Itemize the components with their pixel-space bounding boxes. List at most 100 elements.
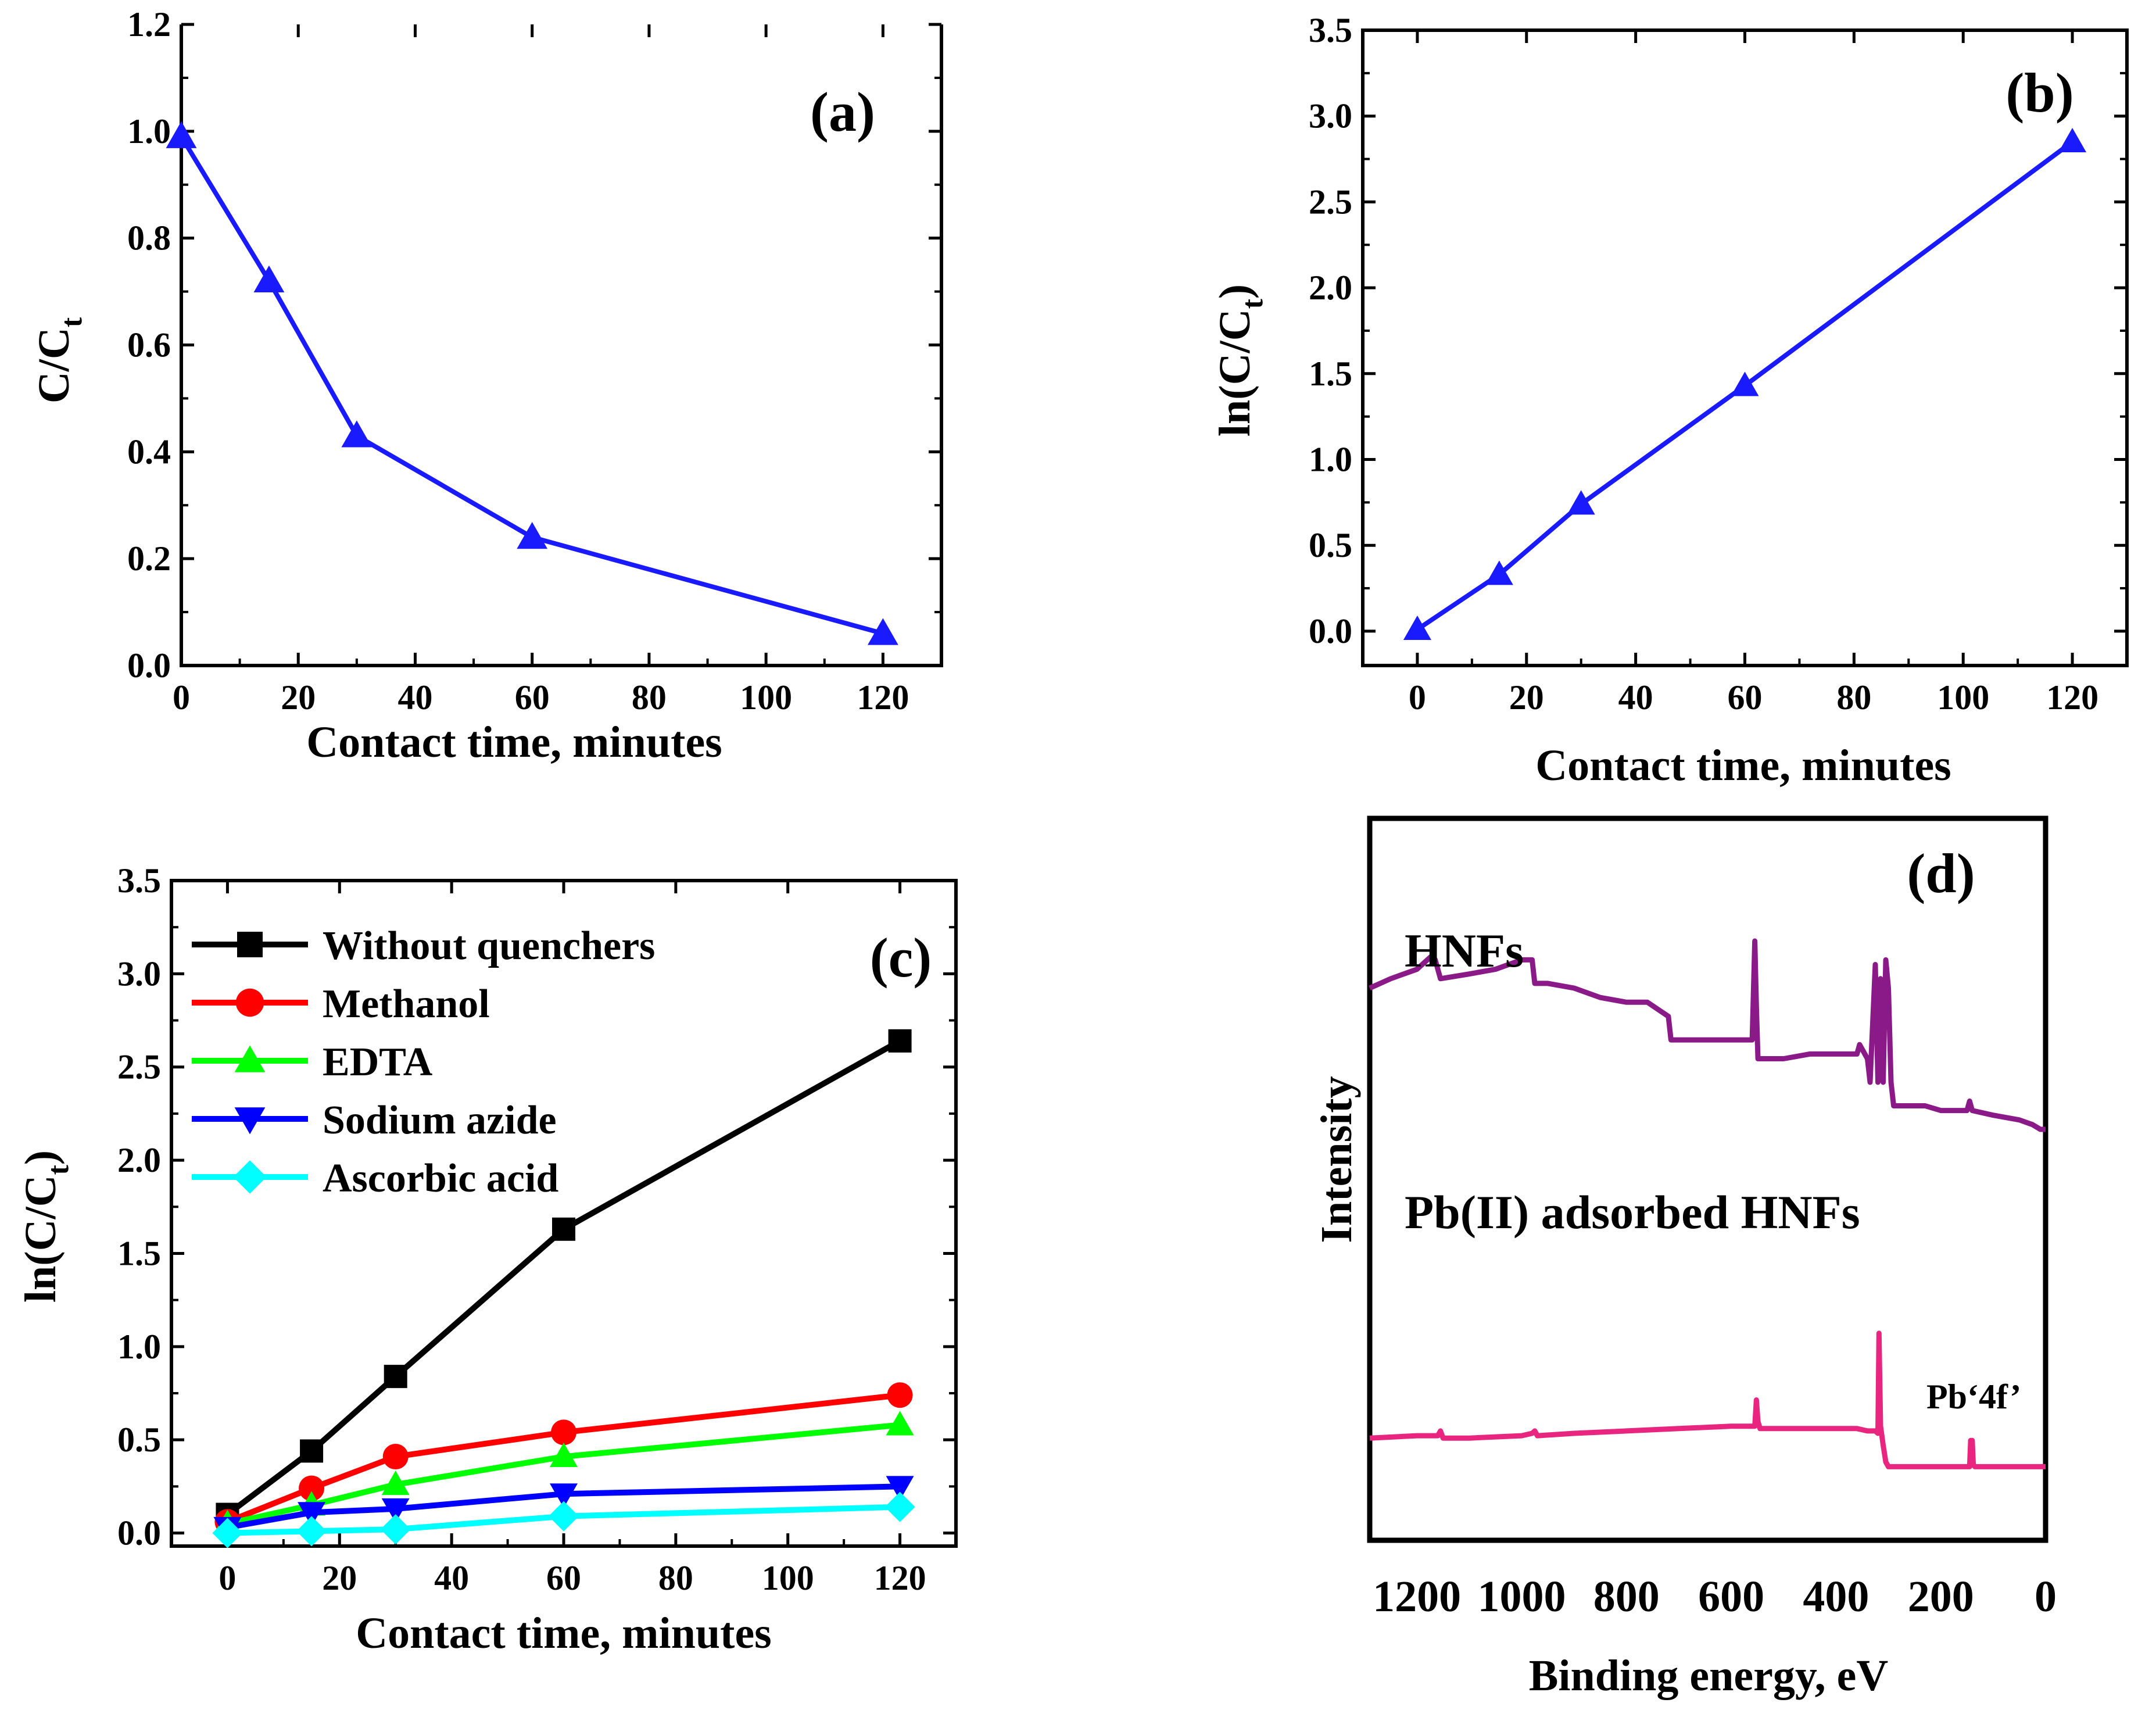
- legend-marker: [233, 1160, 267, 1194]
- x-axis-title: Binding energy, eV: [1529, 1651, 1889, 1700]
- y-axis-title: ln(C/Ct): [1210, 284, 1269, 437]
- legend-label: Methanol: [323, 982, 490, 1026]
- y-tick-label: 1.2: [127, 5, 171, 44]
- data-point: [299, 1475, 325, 1501]
- y-axis-title-main: ln(C/C: [16, 1175, 65, 1303]
- spectrum-line-1: [1369, 1330, 2046, 1469]
- legend-marker: [234, 1045, 266, 1072]
- legend-label: Without quenchers: [323, 924, 655, 968]
- x-tick-label: 600: [1698, 1572, 1764, 1621]
- y-tick-label: 2.0: [117, 1141, 161, 1179]
- y-tick-label: 0.4: [127, 432, 171, 471]
- x-tick-label: 0: [173, 678, 190, 717]
- y-axis-title: ln(C/Ct): [16, 1150, 75, 1303]
- panel-a: 0 20 40 60 80 100 120 0.0 0.2 0.4 0.6 0.8 1.0 1.2 Cont…: [30, 5, 943, 767]
- x-tick-label: 100: [1937, 678, 1989, 717]
- x-tick-label: 120: [2046, 678, 2098, 717]
- x-tick-label: 100: [740, 678, 792, 717]
- x-tick-label: 40: [397, 678, 432, 717]
- y-tick-label: 1.5: [1309, 355, 1352, 393]
- data-point: [1731, 371, 1759, 396]
- data-point: [300, 1439, 324, 1463]
- y-axis-title-subscript: t: [42, 1165, 75, 1175]
- data-point: [867, 618, 898, 645]
- y-axis-title-main: C/C: [30, 327, 78, 403]
- data-point: [517, 522, 548, 549]
- data-point: [884, 1491, 915, 1522]
- panel-label: (b): [2005, 62, 2073, 124]
- x-tick-label: 60: [546, 1559, 581, 1597]
- data-point: [381, 1498, 410, 1523]
- x-axis-title: Contact time, minutes: [306, 718, 722, 767]
- data-point: [1485, 560, 1513, 585]
- x-tick-label: 800: [1593, 1572, 1660, 1621]
- y-tick-label: 3.5: [117, 861, 161, 900]
- data-point: [1567, 490, 1595, 515]
- data-point: [298, 1502, 326, 1527]
- y-axis-title-subscript: t: [55, 317, 88, 327]
- data-point: [212, 1518, 243, 1548]
- x-tick-label: 40: [434, 1559, 469, 1597]
- spectrum-label-hnfs: HNFs: [1405, 924, 1524, 977]
- data-point: [384, 1365, 407, 1389]
- data-point: [552, 1217, 575, 1241]
- x-tick-label: 1200: [1373, 1572, 1461, 1621]
- x-tick-label: 80: [1836, 678, 1871, 717]
- panel-c: 0 20 40 60 80 100 120 0.0 0.5 1.0 1.5 2.0 2.5 3.0 3.5 C…: [16, 861, 958, 1658]
- legend-marker: [235, 988, 264, 1017]
- y-axis-title-subscript: t: [1236, 299, 1269, 309]
- panel-b: 0 20 40 60 80 100 120 0.0 0.5 1.0 1.5 2.0 2.5 3.0 3.5 C…: [1210, 11, 2129, 790]
- data-point: [2058, 128, 2087, 153]
- y-tick-label: 1.5: [117, 1234, 161, 1272]
- y-axis-title-main: ln(C/C: [1210, 309, 1259, 437]
- x-tick-label: 80: [632, 678, 667, 717]
- y-tick-label: 0.6: [127, 326, 171, 364]
- y-tick-label: 2.5: [117, 1048, 161, 1086]
- x-axis-title: Contact time, minutes: [1535, 741, 1951, 790]
- x-tick-label: 80: [658, 1559, 693, 1597]
- data-point: [253, 265, 285, 292]
- y-tick-label: 0.2: [127, 539, 171, 578]
- legend-marker: [234, 1107, 266, 1135]
- data-point: [549, 1501, 579, 1532]
- y-tick-label: 0.0: [117, 1514, 161, 1552]
- data-point: [341, 420, 373, 448]
- x-tick-label: 120: [874, 1559, 926, 1597]
- data-point: [382, 1444, 409, 1470]
- data-point: [551, 1419, 576, 1446]
- data-point: [550, 1483, 578, 1508]
- x-tick-label: 200: [1908, 1572, 1974, 1621]
- data-point: [381, 1471, 410, 1496]
- peak-label-pb4f: Pb‘4f’: [1926, 1378, 2021, 1416]
- spectrum-line-0: [1369, 938, 2046, 1132]
- y-tick-label: 1.0: [1309, 441, 1352, 479]
- legend-label: Ascorbic acid: [323, 1156, 558, 1201]
- y-tick-label: 3.5: [1309, 11, 1352, 49]
- panel-d: 1200 1000 800 600 400 200 0 HNFs Pb(II) adsorbed…: [1312, 815, 2057, 1700]
- legend-label: Sodium azide: [323, 1098, 557, 1143]
- data-point: [888, 1029, 912, 1053]
- data-point: [1403, 615, 1431, 640]
- data-point: [886, 1411, 914, 1436]
- legend-label: EDTA: [323, 1040, 433, 1085]
- y-axis-title: C/Ct: [30, 317, 88, 403]
- x-tick-label: 0: [1409, 678, 1426, 717]
- y-axis-title-tail: ): [16, 1150, 65, 1165]
- x-tick-label: 40: [1618, 678, 1653, 717]
- x-tick-label: 100: [762, 1559, 814, 1597]
- y-axis-title-tail: ): [1210, 284, 1259, 299]
- x-tick-label: 20: [322, 1559, 357, 1597]
- data-point: [550, 1443, 578, 1468]
- plot-frame: [1367, 815, 2048, 1543]
- y-tick-label: 0.0: [127, 646, 171, 685]
- data-point: [166, 121, 197, 148]
- y-tick-label: 0.8: [127, 219, 171, 257]
- panel-label: (d): [1907, 842, 1975, 904]
- data-point: [296, 1516, 327, 1547]
- panel-label: (a): [810, 81, 875, 143]
- y-axis-title: Intensity: [1312, 1076, 1361, 1243]
- x-tick-label: 20: [1509, 678, 1544, 717]
- x-tick-label: 120: [857, 678, 909, 717]
